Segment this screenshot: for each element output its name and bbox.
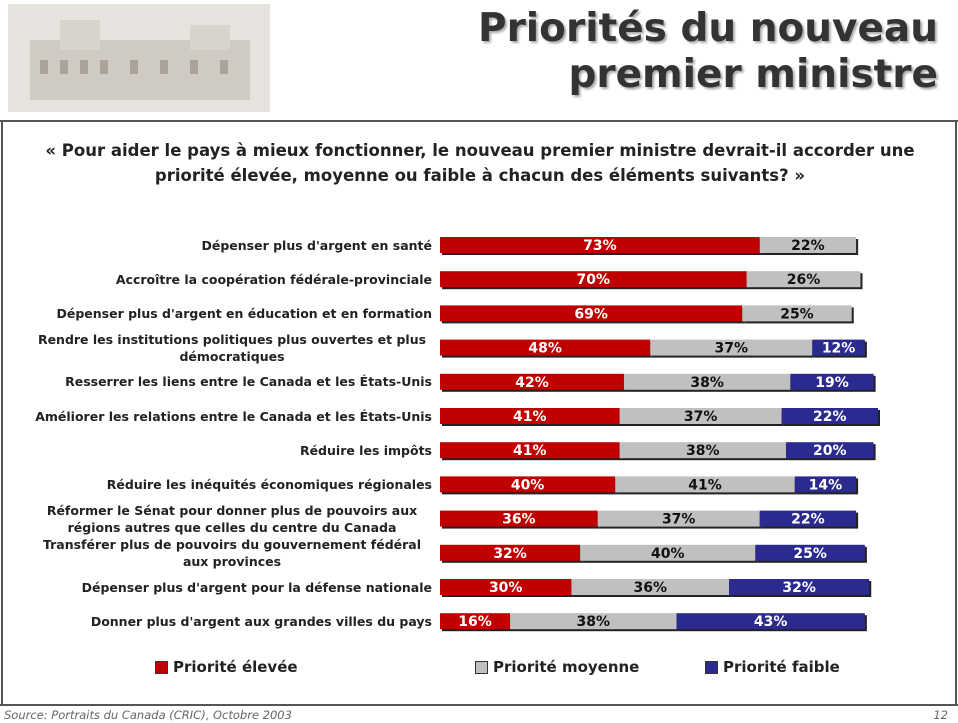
bar-segment (623, 373, 791, 390)
value-label: 42% (515, 375, 549, 391)
value-label: 41% (513, 409, 547, 425)
bar-segment (781, 408, 878, 424)
bar-segment (742, 305, 852, 322)
value-label: 38% (686, 443, 720, 459)
legend-label: Priorité moyenne (493, 658, 640, 676)
bar-segment (440, 442, 620, 459)
bar-segment (440, 510, 598, 527)
legend-swatch (155, 660, 168, 674)
category-label: Améliorer les relations entre le Canada … (35, 408, 432, 424)
bar-segment (440, 339, 651, 356)
bar-segment (619, 442, 787, 459)
value-label: 14% (809, 477, 843, 493)
value-label: 70% (577, 272, 611, 288)
bar-segment (440, 271, 747, 288)
legend-swatch (475, 660, 488, 674)
value-label: 43% (754, 614, 788, 630)
value-label: 22% (813, 409, 847, 425)
bar-segment (440, 613, 511, 630)
bar-segment (440, 544, 581, 561)
category-label: Rendre les institutions politiques plus … (37, 331, 427, 364)
legend-item: Priorité moyenne (475, 658, 639, 676)
bar-segment (510, 613, 677, 630)
value-label: 32% (493, 546, 527, 562)
category-label: Réduire les inéquités économiques région… (106, 476, 432, 492)
value-label: 41% (513, 443, 547, 459)
value-label: 22% (791, 512, 825, 528)
bar-segment (615, 476, 795, 493)
value-label: 19% (815, 375, 849, 391)
bar-segment (650, 339, 813, 356)
bar-segment (812, 339, 865, 356)
bar-segment (794, 476, 857, 493)
legend-label: Priorité faible (723, 658, 840, 676)
value-label: 12% (822, 341, 856, 357)
value-label: 37% (715, 341, 749, 357)
category-label: Réformer le Sénat pour donner plus de po… (46, 502, 418, 535)
legend-item: Priorité élevée (155, 658, 298, 676)
category-label: Dépenser plus d'argent en éducation et e… (56, 305, 433, 321)
value-label: 40% (651, 546, 685, 562)
page-number: 12 (933, 708, 948, 722)
value-label: 37% (684, 409, 718, 425)
value-label: 40% (511, 477, 545, 493)
bar-segment (571, 579, 730, 595)
source: Source: Portraits du Canada (CRIC), Octo… (4, 708, 292, 722)
value-label: 73% (583, 238, 617, 254)
bar-segment (580, 544, 756, 561)
bar-segment (440, 408, 620, 424)
bar-segment (759, 510, 857, 527)
bar-segment (440, 579, 572, 595)
value-label: 25% (780, 306, 814, 322)
value-label: 26% (787, 272, 821, 288)
question: « Pour aider le pays à mieux fonctionner… (45, 141, 915, 185)
bar-segment (755, 544, 865, 561)
value-label: 36% (502, 512, 536, 528)
category-label: Donner plus d'argent aux grandes villes … (90, 613, 432, 629)
bar-segment (597, 510, 760, 527)
bar-segment (440, 305, 743, 322)
category-label: Dépenser plus d'argent en santé (201, 237, 432, 253)
bar-segment (790, 373, 874, 390)
value-label: 37% (662, 512, 696, 528)
bar-segment (786, 442, 874, 459)
category-label: Accroître la coopération fédérale-provin… (115, 271, 432, 287)
category-label: Resserrer les liens entre le Canada et l… (65, 374, 432, 390)
bar-segment (619, 408, 782, 424)
value-label: 38% (690, 375, 724, 391)
category-label: Dépenser plus d'argent pour la défense n… (81, 579, 432, 595)
bar-segment (440, 476, 616, 493)
value-label: 16% (458, 614, 492, 630)
bar-segment (440, 237, 760, 253)
bar-segment (729, 579, 870, 595)
bar-segment (759, 237, 857, 253)
chart-title: Priorités du nouveau premier ministre (477, 6, 938, 97)
value-label: 36% (633, 580, 667, 596)
value-label: 32% (782, 580, 816, 596)
value-label: 30% (489, 580, 523, 596)
bar-segment (440, 373, 624, 390)
legend-swatch (705, 660, 718, 674)
category-label: Transférer plus de pouvoirs du gouvernem… (42, 536, 422, 569)
value-label: 41% (688, 477, 722, 493)
value-label: 48% (528, 341, 562, 357)
bar-segment (746, 271, 861, 288)
value-label: 69% (574, 306, 608, 322)
value-label: 22% (791, 238, 825, 254)
header-image (8, 4, 270, 112)
value-label: 20% (813, 443, 847, 459)
bar-segment (676, 613, 865, 630)
category-label: Réduire les impôts (299, 442, 432, 458)
legend-item: Priorité faible (705, 658, 840, 676)
legend-label: Priorité élevée (173, 658, 298, 676)
value-label: 38% (577, 614, 611, 630)
value-label: 25% (793, 546, 827, 562)
